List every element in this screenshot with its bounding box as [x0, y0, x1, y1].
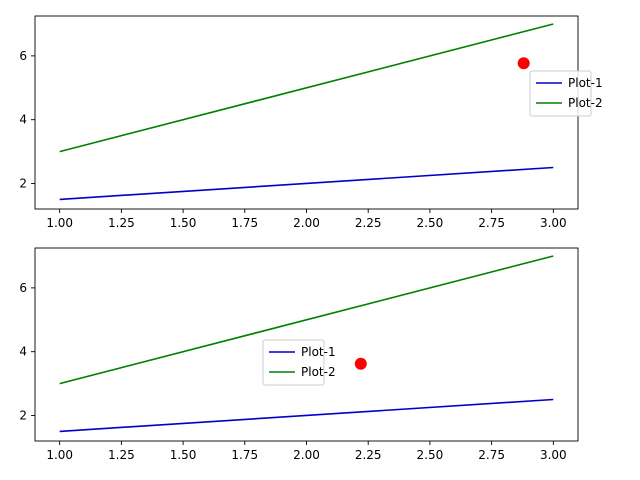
x-tick-label: 3.00 — [540, 216, 567, 230]
axes-frame — [34, 15, 579, 210]
x-tick-label: 2.25 — [355, 448, 382, 462]
x-tick-label: 2.75 — [478, 448, 505, 462]
series-line-2 — [59, 255, 554, 385]
y-tick-label: 4 — [19, 345, 27, 359]
y-tick-label: 2 — [19, 176, 27, 190]
y-tick-label: 4 — [19, 113, 27, 127]
x-tick-label: 1.50 — [170, 216, 197, 230]
legend-label-1: Plot-1 — [301, 345, 336, 359]
x-tick-label: 3.00 — [540, 448, 567, 462]
x-tick-label: 2.50 — [417, 448, 444, 462]
x-tick-label: 2.75 — [478, 216, 505, 230]
legend: Plot-1 Plot-2 — [529, 70, 603, 117]
x-tick-label: 1.25 — [108, 216, 135, 230]
x-tick-label: 2.25 — [355, 216, 382, 230]
legend-label-1: Plot-1 — [568, 76, 603, 90]
x-tick-label: 1.00 — [46, 216, 73, 230]
marker-point — [354, 357, 367, 370]
x-tick-label: 1.75 — [231, 448, 258, 462]
x-tick-label: 2.50 — [417, 216, 444, 230]
legend-label-2: Plot-2 — [568, 96, 603, 110]
series-line-1 — [59, 398, 554, 433]
legend: Plot-1 Plot-2 — [262, 339, 336, 386]
legend-label-2: Plot-2 — [301, 365, 336, 379]
x-tick-label: 1.75 — [231, 216, 258, 230]
series-line-2 — [59, 23, 554, 153]
x-tick-label: 2.00 — [293, 216, 320, 230]
x-tick-label: 1.25 — [108, 448, 135, 462]
x-tick-label: 1.00 — [46, 448, 73, 462]
x-tick-label: 1.50 — [170, 448, 197, 462]
y-tick-label: 6 — [19, 281, 27, 295]
y-tick-label: 6 — [19, 49, 27, 63]
chart-1: 1.00 1.25 1.50 1.75 2.00 2.25 2.50 2.75 3.00 2 4 6 P… — [19, 15, 603, 230]
marker-point — [517, 57, 530, 70]
chart-2: 1.00 1.25 1.50 1.75 2.00 2.25 2.50 2.75 3.00 2 4 6 P… — [19, 247, 579, 462]
y-tick-label: 2 — [19, 408, 27, 422]
series-line-1 — [59, 166, 554, 201]
x-tick-label: 2.00 — [293, 448, 320, 462]
